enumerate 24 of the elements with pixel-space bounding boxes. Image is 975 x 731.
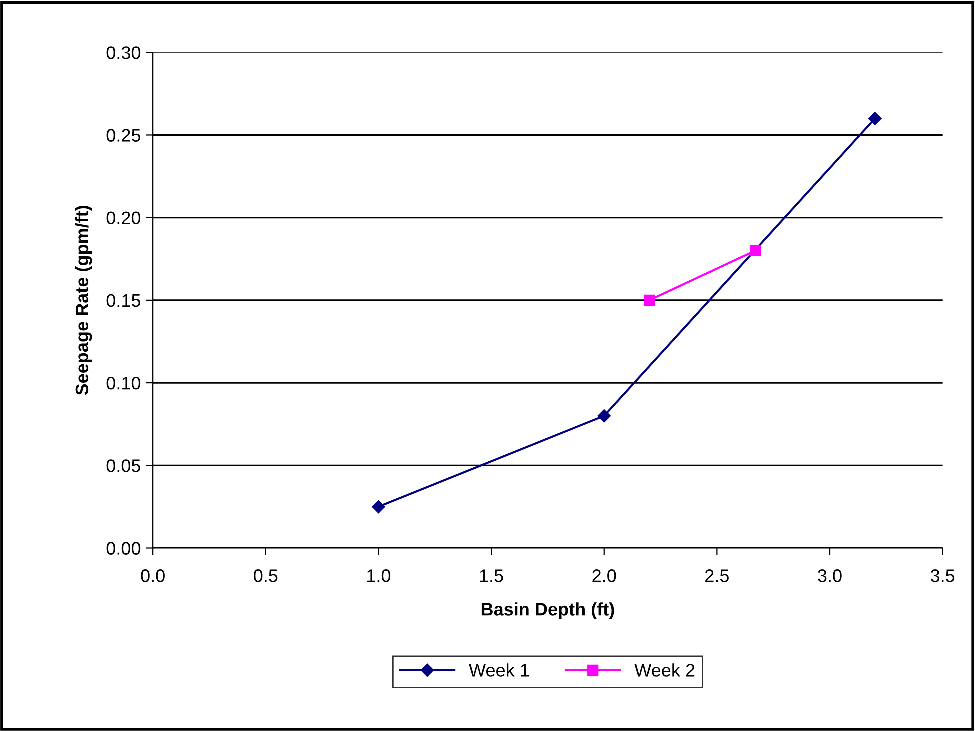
y-tick-label: 0.20 — [106, 212, 141, 225]
x-tick-label: 3.5 — [930, 570, 955, 582]
x-tick-label: 0.0 — [141, 570, 165, 582]
legend-label: Week 2 — [634, 664, 695, 677]
y-tick-label: 0.25 — [106, 129, 141, 142]
y-tick-label: 0.05 — [106, 460, 141, 472]
y-axis-title: Seepage Rate (gpm/ft) — [75, 206, 92, 396]
y-tick-label: 0.30 — [106, 46, 141, 60]
point — [598, 409, 611, 423]
x-tick-label: 2.0 — [592, 570, 616, 582]
point — [372, 500, 386, 514]
legend-label: Week 1 — [469, 664, 530, 677]
y-tick-label: 0.10 — [106, 376, 141, 390]
x-tick-label: 2.5 — [706, 570, 729, 582]
point — [868, 112, 882, 126]
x-axis-title: Basin Depth (ft) — [482, 602, 614, 620]
point — [644, 294, 656, 306]
x-tick-label: 1.0 — [368, 570, 391, 582]
point — [750, 245, 762, 256]
y-tick-label: 0.00 — [106, 542, 141, 555]
x-tick-label: 1.5 — [480, 570, 504, 582]
x-tick-label: 0.5 — [254, 570, 278, 582]
x-tick-label: 3.0 — [818, 570, 842, 582]
y-tick-label: 0.15 — [106, 294, 141, 308]
